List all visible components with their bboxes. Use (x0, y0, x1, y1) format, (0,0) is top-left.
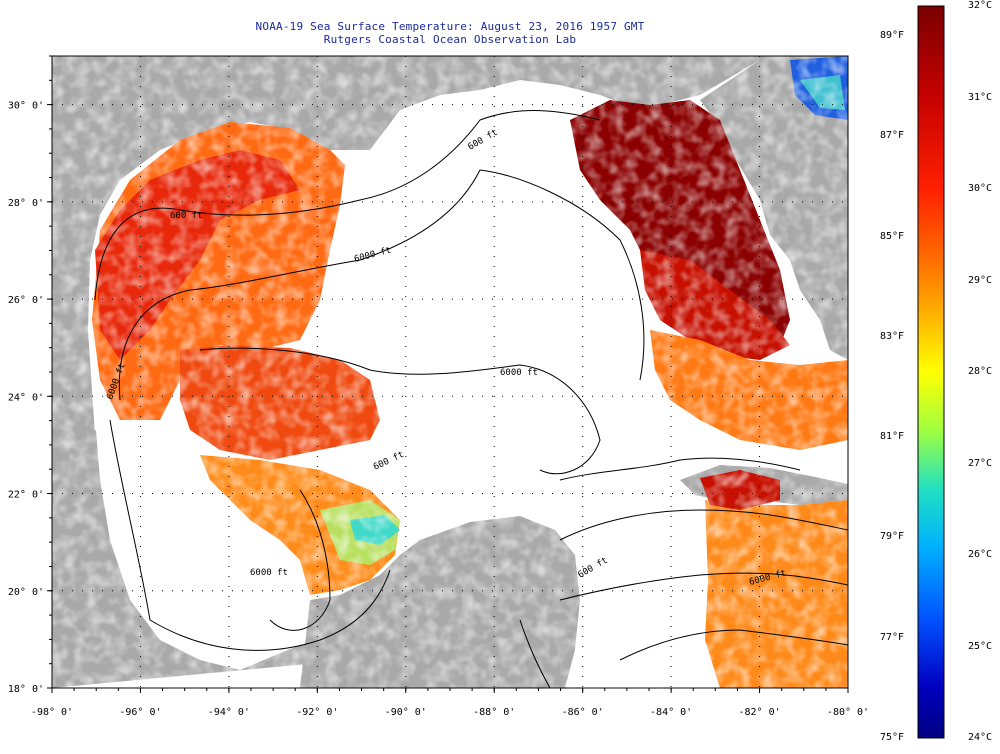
colorbar-celsius-label: 31°C (968, 91, 993, 103)
colorbar-celsius-label: 27°C (968, 457, 993, 469)
colorbar-fahrenheit-label: 89°F (880, 30, 905, 42)
colorbar-fahrenheit-label: 83°F (880, 330, 905, 342)
contour-label: 600 ft (170, 211, 203, 221)
colorbar-fahrenheit-label: 81°F (880, 431, 905, 443)
lon-tick-label: -82° 0' (738, 707, 780, 718)
lon-tick-label: -92° 0' (296, 707, 338, 718)
lon-tick-label: -96° 0' (119, 707, 161, 718)
map-subtitle: Rutgers Coastal Ocean Observation Lab (323, 33, 577, 46)
map-title: NOAA-19 Sea Surface Temperature: August … (255, 20, 645, 33)
lon-tick-label: -84° 0' (650, 707, 692, 718)
lon-tick-label: -80° 0' (827, 707, 869, 718)
lon-tick-label: -98° 0' (31, 707, 73, 718)
lon-tick-label: -88° 0' (473, 707, 515, 718)
bathymetry-contours (94, 110, 848, 688)
contour-label: 6000 ft (250, 568, 288, 578)
lat-tick-label: 20° 0' (8, 587, 44, 598)
contour-label: 6000 ft (500, 368, 538, 378)
colorbar-fahrenheit-label: 85°F (880, 230, 905, 242)
lon-tick-label: -90° 0' (385, 707, 427, 718)
colorbar-fahrenheit-label: 79°F (880, 531, 905, 543)
colorbar (917, 5, 945, 739)
colorbar-celsius-label: 29°C (968, 274, 993, 286)
lat-tick-label: 28° 0' (8, 198, 44, 209)
lat-tick-label: 26° 0' (8, 295, 44, 306)
lon-tick-label: -86° 0' (562, 707, 604, 718)
colorbar-celsius-label: 24°C (968, 732, 993, 743)
lat-tick-label: 30° 0' (8, 101, 44, 112)
colorbar-celsius-label: 28°C (968, 366, 993, 377)
colorbar-celsius-label: 30°C (968, 183, 993, 194)
lon-tick-label: -94° 0' (208, 707, 250, 718)
colorbar-celsius-label: 25°C (968, 640, 993, 652)
colorbar-celsius-label: 32°C (968, 0, 993, 11)
colorbar-fahrenheit-label: 75°F (880, 732, 905, 743)
colorbar-celsius-label: 26°C (968, 549, 993, 560)
axis-ticks: -98° 0' -96° 0' -94° 0' -92° 0' -90° 0' -88° … (8, 55, 869, 718)
colorbar-fahrenheit-label: 77°F (880, 631, 905, 643)
lat-tick-label: 24° 0' (8, 392, 44, 403)
cloud-speckle (52, 56, 848, 688)
lat-tick-label: 22° 0' (8, 490, 44, 501)
colorbar-fahrenheit-label: 87°F (880, 130, 905, 142)
lat-tick-label: 18° 0' (8, 684, 44, 695)
